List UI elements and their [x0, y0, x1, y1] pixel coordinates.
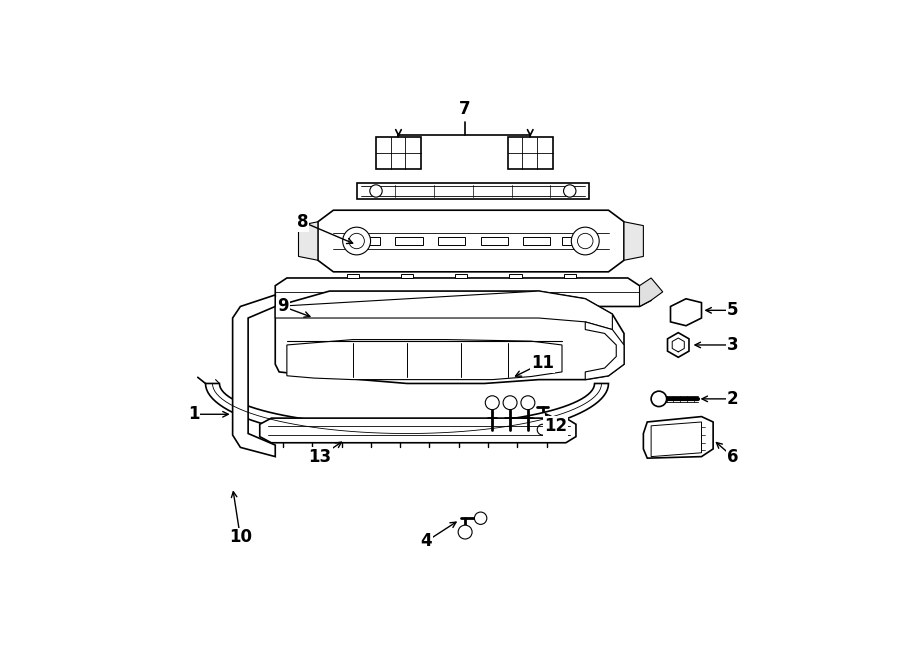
Polygon shape — [562, 237, 590, 245]
Circle shape — [349, 233, 364, 249]
Polygon shape — [455, 274, 467, 278]
Polygon shape — [644, 416, 713, 458]
Text: 8: 8 — [297, 213, 308, 231]
Circle shape — [651, 391, 667, 407]
Polygon shape — [275, 291, 624, 383]
Circle shape — [572, 227, 599, 255]
Polygon shape — [318, 210, 624, 272]
Polygon shape — [508, 137, 553, 169]
Polygon shape — [509, 274, 522, 278]
Polygon shape — [563, 274, 576, 278]
Polygon shape — [346, 307, 359, 310]
Text: 9: 9 — [277, 297, 289, 315]
Text: 13: 13 — [309, 447, 332, 465]
Text: 4: 4 — [420, 532, 432, 551]
Circle shape — [503, 396, 517, 410]
Polygon shape — [400, 307, 413, 310]
Polygon shape — [509, 307, 522, 310]
Polygon shape — [205, 383, 608, 441]
Polygon shape — [395, 237, 422, 245]
Polygon shape — [299, 222, 318, 260]
Polygon shape — [668, 332, 689, 358]
Polygon shape — [376, 137, 421, 169]
Polygon shape — [585, 322, 624, 379]
Polygon shape — [624, 222, 644, 260]
Polygon shape — [264, 278, 651, 307]
Circle shape — [458, 525, 473, 539]
Circle shape — [537, 424, 548, 435]
Polygon shape — [523, 237, 551, 245]
Text: 10: 10 — [229, 529, 252, 547]
Polygon shape — [346, 274, 359, 278]
Polygon shape — [287, 340, 562, 379]
Polygon shape — [651, 422, 701, 457]
Polygon shape — [353, 237, 380, 245]
Text: 2: 2 — [726, 390, 738, 408]
Circle shape — [521, 396, 535, 410]
Polygon shape — [356, 183, 590, 199]
Polygon shape — [481, 237, 508, 245]
Text: 11: 11 — [531, 354, 554, 371]
Polygon shape — [563, 307, 576, 310]
Polygon shape — [400, 274, 413, 278]
Circle shape — [343, 227, 371, 255]
Polygon shape — [640, 278, 662, 307]
Polygon shape — [275, 291, 612, 330]
Text: 12: 12 — [544, 417, 567, 435]
Text: 7: 7 — [459, 100, 471, 118]
Text: 5: 5 — [727, 301, 738, 319]
Text: 6: 6 — [727, 447, 738, 465]
Text: 3: 3 — [726, 336, 738, 354]
Polygon shape — [670, 299, 701, 326]
Circle shape — [485, 396, 500, 410]
Text: 1: 1 — [188, 405, 200, 423]
Polygon shape — [232, 295, 275, 457]
Circle shape — [474, 512, 487, 524]
Polygon shape — [455, 307, 467, 310]
Polygon shape — [260, 418, 576, 443]
Circle shape — [578, 233, 593, 249]
Circle shape — [370, 185, 382, 197]
Polygon shape — [438, 237, 465, 245]
Circle shape — [563, 185, 576, 197]
